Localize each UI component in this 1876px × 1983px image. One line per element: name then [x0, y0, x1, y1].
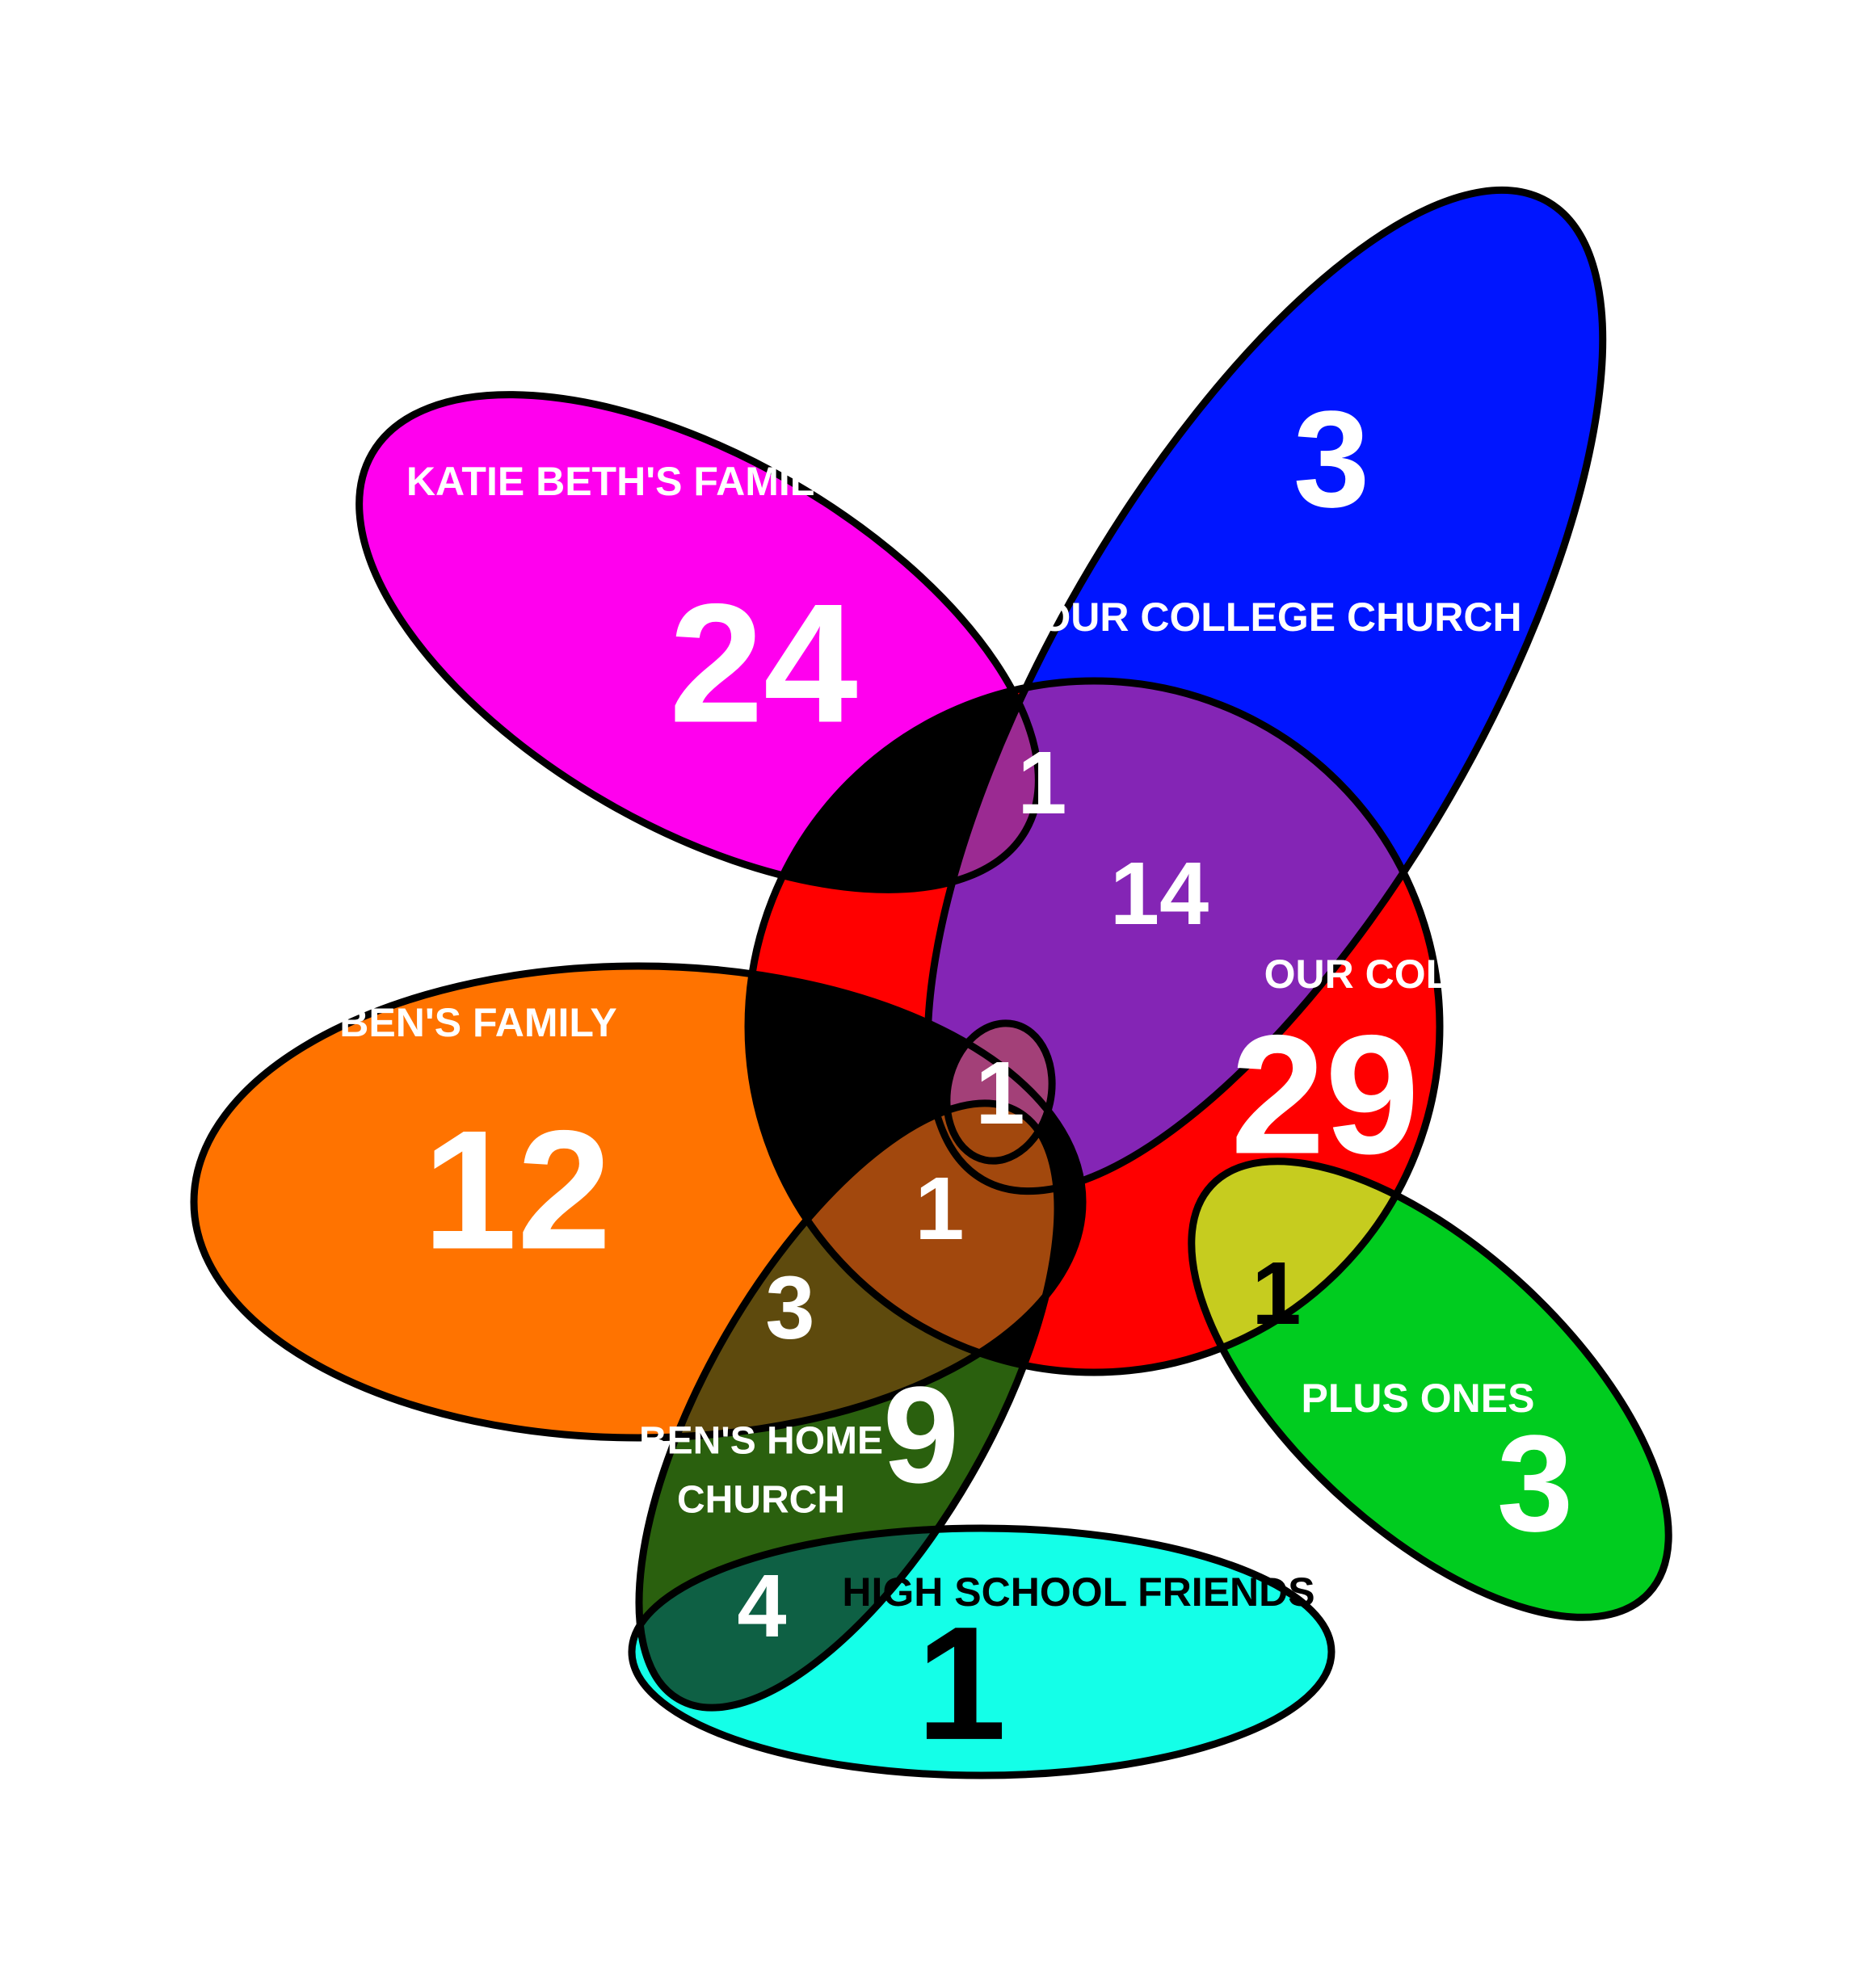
katie-family-label: KATIE BETH'S FAMILY: [406, 459, 838, 504]
high-school-label: HIGH SCHOOL FRIENDS: [842, 1569, 1314, 1615]
home-church-count: 9: [883, 1359, 960, 1512]
church-college-count: 14: [1110, 844, 1209, 943]
home-church-label-line1: BEN'S HOME: [639, 1420, 883, 1463]
college-plusones-overlap: [1191, 1161, 1440, 1372]
family-college-home-count: 1: [915, 1159, 964, 1258]
family-college-home-overlap-2: [748, 1103, 1058, 1372]
our-college-count: 29: [1230, 999, 1420, 1189]
plus-ones-label: PLUS ONES: [1302, 1376, 1535, 1421]
bens-family-label: BEN'S FAMILY: [339, 1000, 616, 1045]
plus-ones-count: 3: [1497, 1407, 1574, 1561]
our-college-label: OUR COLLEGE: [1264, 952, 1561, 997]
katie-family-count: 24: [669, 568, 858, 758]
family-home-count: 3: [765, 1258, 814, 1358]
home-highschool-count: 4: [737, 1557, 786, 1656]
home-church-label-line2: CHURCH: [677, 1479, 845, 1522]
college-church-count: 3: [1293, 383, 1370, 536]
bens-family-count: 12: [423, 1094, 612, 1284]
high-school-count: 1: [916, 1594, 1006, 1774]
outlines: [190, 186, 1672, 1779]
katie-church-college-count: 1: [1017, 733, 1066, 833]
family-church-college-home-count: 1: [975, 1044, 1024, 1143]
college-church-label: OUR COLLEGE CHURCH: [1039, 594, 1521, 640]
college-plusones-count: 1: [1251, 1244, 1301, 1343]
